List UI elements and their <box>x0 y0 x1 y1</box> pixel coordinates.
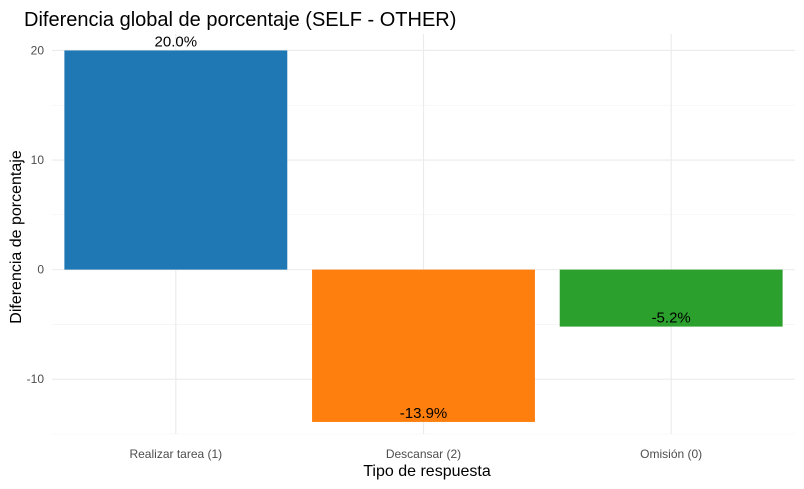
bars <box>64 50 783 422</box>
bar-value-label: 20.0% <box>155 33 198 50</box>
bar-value-label: -13.9% <box>400 405 448 422</box>
bar-value-label: -5.2% <box>652 310 691 327</box>
bar <box>64 50 288 270</box>
y-axis-ticks: -10 0 10 20 <box>27 43 45 386</box>
y-axis-title: Diferencia de porcentaje <box>8 150 25 324</box>
y-tick-label: 10 <box>31 153 45 167</box>
x-tick-label: Descansar (2) <box>386 447 461 461</box>
y-tick-label: -10 <box>27 372 45 386</box>
y-tick-label: 20 <box>31 43 45 57</box>
bar <box>559 269 783 327</box>
x-tick-label: Omisión (0) <box>640 447 702 461</box>
x-tick-label: Realizar tarea (1) <box>129 447 222 461</box>
bar <box>312 269 535 422</box>
chart-title: Diferencia global de porcentaje (SELF - … <box>24 9 456 31</box>
y-tick-label: 0 <box>37 263 44 277</box>
data-labels: 20.0% -13.9% -5.2% <box>155 33 691 422</box>
x-axis-ticks: Realizar tarea (1) Descansar (2) Omisión (… <box>129 447 702 461</box>
x-axis-title: Tipo de respuesta <box>363 463 491 480</box>
